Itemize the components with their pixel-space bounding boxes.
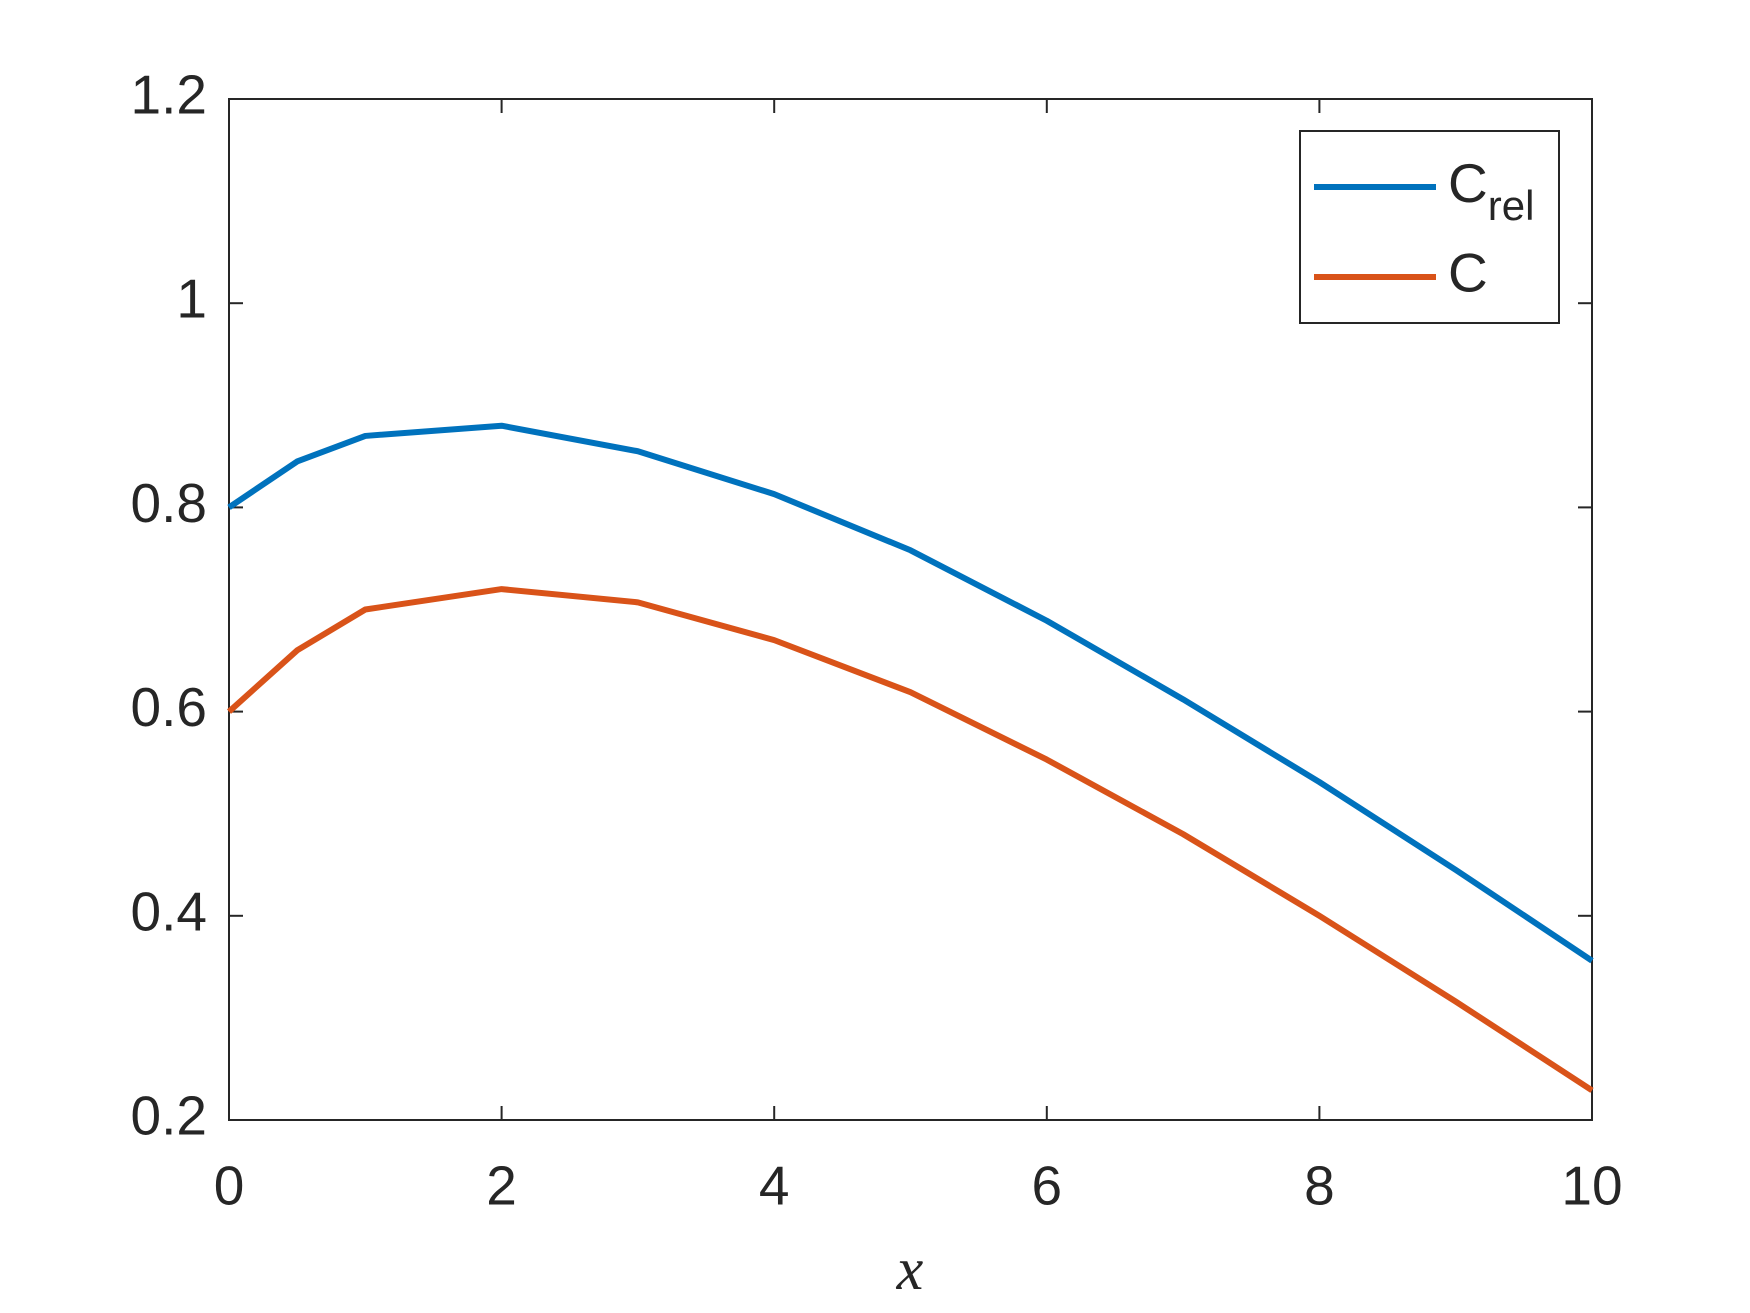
y-tick-label: 1 [176,268,207,330]
y-tick-label: 1.2 [131,64,207,126]
x-axis-label: x [896,1236,924,1302]
data-line [226,586,1594,1093]
x-tick-label: 4 [759,1155,790,1217]
legend-label: C [1448,242,1488,304]
x-tick-label: 2 [486,1155,517,1217]
plot-frame [228,98,1593,1121]
legend-box [1299,130,1560,324]
y-tick-label: 0.4 [131,880,207,942]
x-tick-label: 0 [214,1155,245,1217]
y-tick-label: 0.6 [131,676,207,738]
legend: Crel C [1299,130,1560,324]
y-tick-label: 0.2 [131,1085,207,1147]
x-tick-label: 8 [1304,1155,1335,1217]
x-tick-label: 6 [1032,1155,1063,1217]
legend-label: Crel [1448,152,1534,230]
data-line [227,422,1594,964]
x-tick-label: 10 [1561,1155,1622,1217]
y-tick-label: 0.8 [131,472,207,534]
